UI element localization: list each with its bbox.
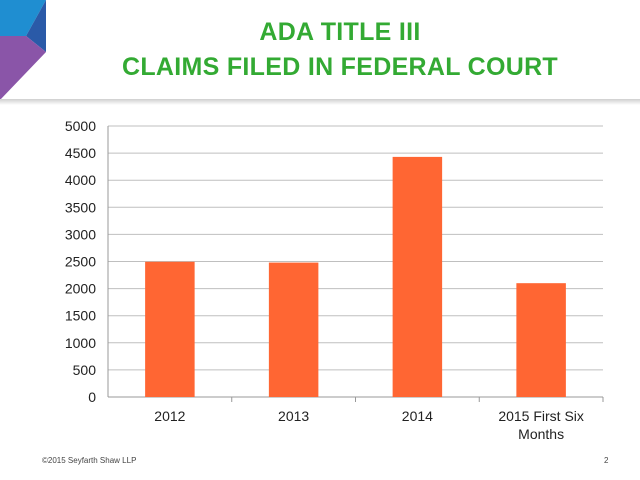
- page-number: 2: [604, 456, 609, 465]
- header-divider: [0, 99, 640, 105]
- bar-2015-first-six-months: [516, 283, 566, 397]
- x-tick-label: 2013: [278, 408, 309, 424]
- bar-2013: [268, 262, 319, 397]
- y-tick-label: 4500: [65, 145, 96, 161]
- seyfarth-logo-icon: [0, 0, 46, 100]
- x-tick-label: 2012: [154, 408, 185, 424]
- y-tick-label: 5000: [65, 118, 96, 134]
- y-tick-label: 3000: [65, 226, 96, 242]
- y-tick-label: 2500: [65, 254, 96, 270]
- y-tick-label: 500: [73, 362, 97, 378]
- bar-2014: [392, 156, 443, 397]
- x-tick-label: Months: [518, 426, 564, 442]
- y-tick-label: 0: [88, 389, 96, 405]
- slide-header: ADA TITLE III CLAIMS FILED IN FEDERAL CO…: [0, 0, 640, 100]
- x-tick-label: 2015 First Six: [498, 408, 584, 424]
- copyright-text: ©2015 Seyfarth Shaw LLP: [42, 456, 137, 465]
- y-tick-label: 1000: [65, 335, 96, 351]
- bar-2012: [145, 261, 195, 397]
- y-tick-label: 1500: [65, 308, 96, 324]
- slide-title-line-2: CLAIMS FILED IN FEDERAL COURT: [121, 53, 558, 81]
- y-tick-label: 2000: [65, 281, 96, 297]
- slide-title-line-1: ADA TITLE III: [259, 18, 421, 46]
- x-tick-label: 2014: [402, 408, 433, 424]
- y-tick-label: 3500: [65, 199, 96, 215]
- y-tick-label: 4000: [65, 172, 96, 188]
